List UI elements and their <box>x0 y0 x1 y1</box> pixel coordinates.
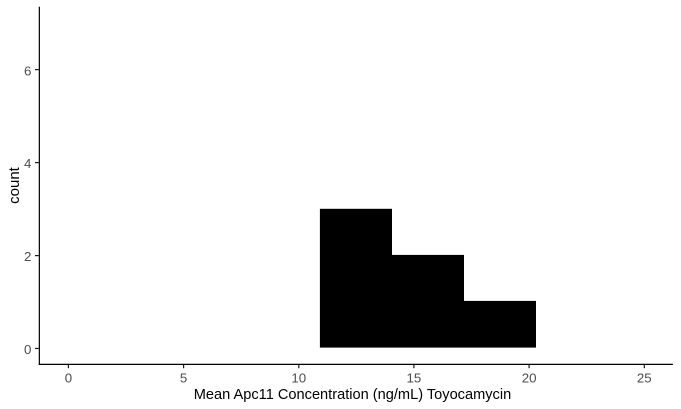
svg-text:2: 2 <box>24 249 31 264</box>
svg-text:20: 20 <box>522 370 537 385</box>
svg-text:Mean Apc11 Concentration (ng/m: Mean Apc11 Concentration (ng/mL) Toyocam… <box>194 387 511 403</box>
svg-text:15: 15 <box>407 370 422 385</box>
svg-text:0: 0 <box>24 342 31 357</box>
svg-text:0: 0 <box>65 370 72 385</box>
svg-text:25: 25 <box>637 370 652 385</box>
svg-text:count: count <box>6 166 23 204</box>
svg-text:4: 4 <box>24 156 31 171</box>
svg-text:5: 5 <box>180 370 187 385</box>
svg-text:10: 10 <box>291 370 306 385</box>
svg-text:6: 6 <box>24 63 31 78</box>
